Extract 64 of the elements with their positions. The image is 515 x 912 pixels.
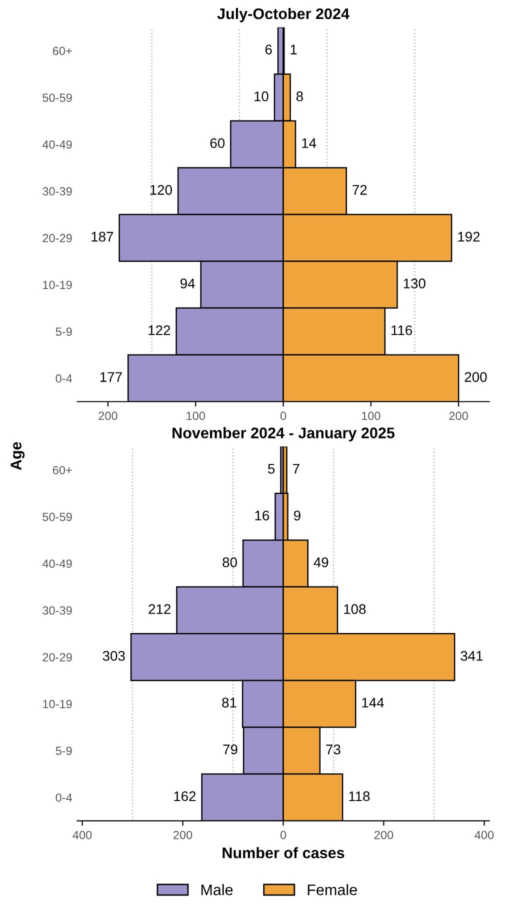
x-tick-label: 400	[72, 830, 92, 840]
x-tick-label: 400	[474, 830, 494, 840]
x-tick-label: 100	[362, 412, 380, 420]
data-label: 16	[255, 510, 270, 520]
y-tick-label: 10-19	[43, 700, 72, 708]
data-label: 177	[100, 372, 122, 382]
data-label: 116	[392, 325, 412, 336]
data-label: 14	[302, 138, 316, 148]
x-tick-label: 200	[98, 412, 118, 420]
data-label: 192	[458, 232, 480, 242]
y-tick-label: 50-59	[42, 512, 72, 522]
chart-title: November 2024 - January 2025	[172, 427, 395, 442]
data-label: 1	[290, 44, 297, 54]
y-tick-label: 20-29	[42, 234, 72, 242]
y-tick-label: 30-39	[42, 606, 72, 615]
data-label: 10	[254, 91, 268, 102]
y-tick-label: 60+	[52, 466, 72, 474]
data-label: 81	[222, 698, 236, 708]
data-label: 212	[148, 604, 170, 614]
y-tick-label: 40-49	[42, 560, 72, 568]
data-label: 7	[293, 464, 300, 474]
data-label: 144	[362, 698, 384, 708]
data-label: 108	[344, 604, 366, 614]
data-label: 122	[148, 325, 170, 336]
data-label: 8	[296, 91, 303, 102]
data-label: 79	[223, 744, 238, 754]
data-label: 6	[265, 44, 272, 54]
y-tick-label: 10-19	[43, 280, 72, 290]
x-tick-label: 200	[174, 830, 192, 840]
y-tick-label: 0-4	[56, 374, 72, 383]
data-label: 80	[222, 557, 237, 568]
data-label: 200	[464, 372, 487, 382]
y-tick-label: 5-9	[56, 746, 72, 756]
y-tick-label: 30-39	[42, 187, 72, 196]
data-label: 9	[294, 510, 300, 520]
legend-label: Male	[201, 884, 233, 896]
data-label: 60	[210, 138, 225, 148]
y-tick-label: 60+	[52, 46, 72, 56]
x-tick-label: 0	[280, 830, 286, 840]
x-tick-label: 100	[186, 412, 205, 420]
data-label: 5	[268, 464, 275, 474]
x-tick-label: 0	[280, 412, 286, 420]
y-tick-label: 40-49	[42, 140, 72, 149]
data-label: 72	[352, 184, 367, 195]
data-label: 187	[92, 232, 114, 242]
data-label: 130	[404, 278, 426, 288]
data-label: 94	[180, 278, 195, 288]
y-axis-title: Age	[10, 442, 25, 470]
legend-label: Female	[308, 884, 357, 896]
data-label: 303	[102, 650, 125, 661]
x-tick-label: 200	[374, 830, 394, 840]
x-tick-label: 200	[449, 412, 468, 420]
y-tick-label: 50-59	[42, 94, 72, 102]
data-label: 49	[314, 557, 328, 568]
y-tick-label: 0-4	[56, 793, 72, 802]
data-label: 73	[326, 744, 340, 754]
data-label: 120	[150, 184, 172, 195]
y-tick-label: 20-29	[42, 653, 72, 662]
x-axis-title: Number of cases	[222, 847, 344, 858]
chart-title: July-October 2024	[217, 8, 350, 22]
y-tick-label: 5-9	[56, 327, 72, 336]
data-label: 118	[349, 791, 370, 802]
data-label: 341	[460, 650, 483, 661]
data-label: 162	[174, 791, 196, 802]
